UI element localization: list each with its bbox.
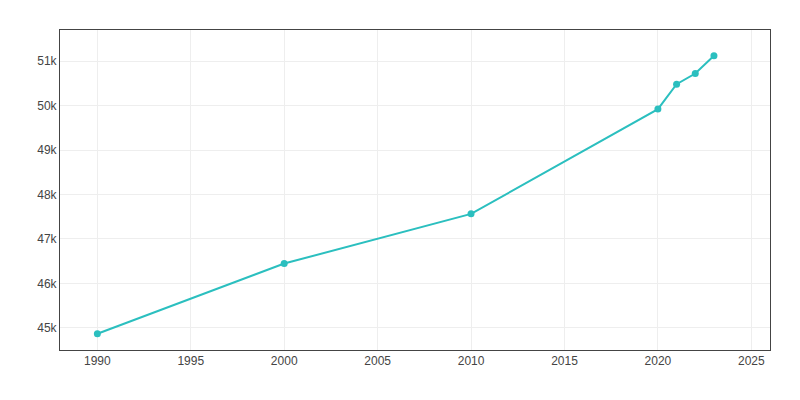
svg-text:48k: 48k xyxy=(37,188,57,202)
svg-text:1990: 1990 xyxy=(84,354,111,368)
svg-text:2005: 2005 xyxy=(364,354,391,368)
svg-text:49k: 49k xyxy=(37,143,57,157)
svg-text:51k: 51k xyxy=(37,54,57,68)
svg-text:46k: 46k xyxy=(37,277,57,291)
svg-text:50k: 50k xyxy=(37,99,57,113)
svg-text:2020: 2020 xyxy=(645,354,672,368)
svg-text:47k: 47k xyxy=(37,232,57,246)
svg-text:45k: 45k xyxy=(37,321,57,335)
svg-text:2000: 2000 xyxy=(271,354,298,368)
svg-text:1995: 1995 xyxy=(177,354,204,368)
svg-text:2025: 2025 xyxy=(738,354,765,368)
svg-text:2015: 2015 xyxy=(551,354,578,368)
svg-text:2010: 2010 xyxy=(458,354,485,368)
